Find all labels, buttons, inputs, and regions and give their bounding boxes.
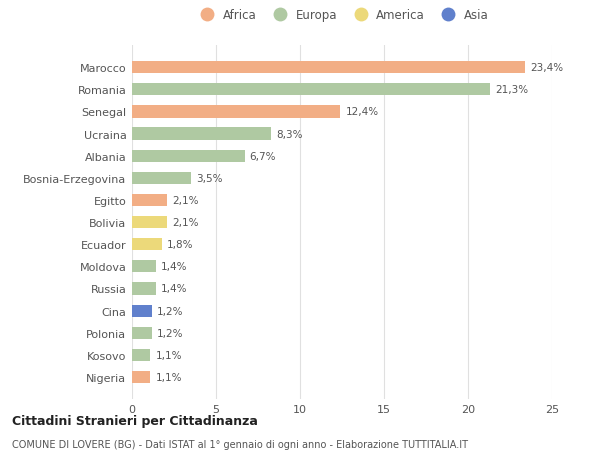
Bar bbox=[132, 84, 490, 96]
Bar bbox=[132, 62, 525, 74]
Text: COMUNE DI LOVERE (BG) - Dati ISTAT al 1° gennaio di ogni anno - Elaborazione TUT: COMUNE DI LOVERE (BG) - Dati ISTAT al 1°… bbox=[12, 440, 468, 449]
Bar bbox=[132, 217, 167, 229]
Text: 21,3%: 21,3% bbox=[495, 85, 528, 95]
Bar bbox=[132, 327, 152, 339]
Text: 1,4%: 1,4% bbox=[161, 262, 187, 272]
Text: 3,5%: 3,5% bbox=[196, 174, 223, 184]
Text: 1,4%: 1,4% bbox=[161, 284, 187, 294]
Bar bbox=[132, 173, 191, 185]
Bar bbox=[132, 195, 167, 207]
Bar bbox=[132, 128, 271, 140]
Text: 1,2%: 1,2% bbox=[157, 306, 184, 316]
Bar bbox=[132, 349, 151, 361]
Text: 1,2%: 1,2% bbox=[157, 328, 184, 338]
Text: 1,8%: 1,8% bbox=[167, 240, 194, 250]
Text: 12,4%: 12,4% bbox=[346, 107, 379, 117]
Text: 2,1%: 2,1% bbox=[172, 196, 199, 206]
Text: 1,1%: 1,1% bbox=[155, 372, 182, 382]
Bar bbox=[132, 305, 152, 317]
Bar bbox=[132, 261, 155, 273]
Bar bbox=[132, 150, 245, 162]
Bar bbox=[132, 283, 155, 295]
Bar bbox=[132, 371, 151, 383]
Text: 2,1%: 2,1% bbox=[172, 218, 199, 228]
Bar bbox=[132, 106, 340, 118]
Text: 23,4%: 23,4% bbox=[530, 63, 563, 73]
Legend: Africa, Europa, America, Asia: Africa, Europa, America, Asia bbox=[196, 9, 488, 22]
Text: 8,3%: 8,3% bbox=[277, 129, 303, 139]
Text: Cittadini Stranieri per Cittadinanza: Cittadini Stranieri per Cittadinanza bbox=[12, 414, 258, 428]
Text: 6,7%: 6,7% bbox=[250, 151, 276, 162]
Text: 1,1%: 1,1% bbox=[155, 350, 182, 360]
Bar bbox=[132, 239, 162, 251]
